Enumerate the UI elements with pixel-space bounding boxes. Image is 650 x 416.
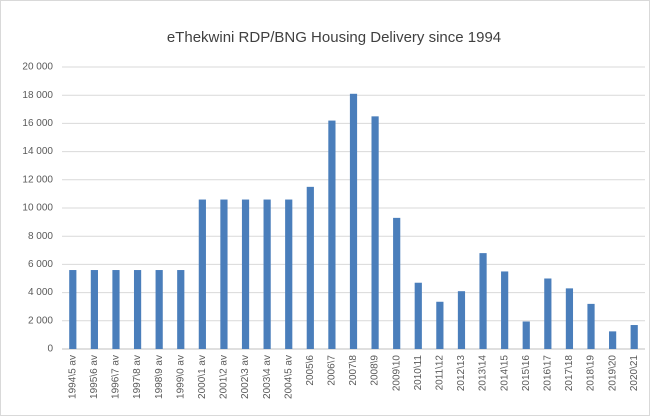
bar xyxy=(220,199,228,349)
x-tick-label: 2011\12 xyxy=(435,355,446,391)
x-tick-label: 1996\7 av xyxy=(111,355,122,399)
bar xyxy=(479,253,487,349)
x-tick-label: 2006\7 xyxy=(327,355,338,386)
y-tick-label: 4 000 xyxy=(28,287,53,298)
y-tick-label: 8 000 xyxy=(28,231,53,242)
bar xyxy=(414,282,422,349)
x-tick-label: 2003\4 av xyxy=(262,355,273,399)
x-tick-label: 1995\6 av xyxy=(89,355,100,399)
y-tick-label: 20 000 xyxy=(22,62,53,73)
x-tick-label: 2007\8 xyxy=(348,355,359,386)
bar xyxy=(501,271,509,349)
x-tick-label: 2019\20 xyxy=(607,355,618,392)
x-tick-label: 2020\21 xyxy=(629,355,640,392)
bar xyxy=(371,116,379,349)
x-tick-label: 2005\6 xyxy=(305,355,316,386)
bar xyxy=(155,270,163,349)
x-tick-label: 2002\3 av xyxy=(240,355,251,399)
bar xyxy=(393,217,401,349)
x-tick-label: 1994\5 av xyxy=(67,355,78,399)
bar xyxy=(90,270,98,349)
x-tick-label: 2016\17 xyxy=(542,355,553,392)
y-tick-label: 0 xyxy=(47,344,53,355)
x-tick-label: 1999\0 av xyxy=(175,355,186,399)
bar xyxy=(544,278,552,349)
bar xyxy=(69,270,77,349)
x-tick-label: 2010\11 xyxy=(413,355,424,391)
x-tick-label: 2015\16 xyxy=(521,355,532,392)
x-tick-label: 2008\9 xyxy=(370,355,381,386)
x-tick-label: 1998\9 av xyxy=(154,355,165,399)
bar xyxy=(522,321,530,349)
x-tick-label: 1997\8 av xyxy=(132,355,143,399)
y-tick-label: 12 000 xyxy=(22,174,53,185)
bar xyxy=(198,199,206,349)
bar xyxy=(587,303,595,349)
bar xyxy=(263,199,271,349)
bar xyxy=(436,301,444,349)
y-tick-label: 16 000 xyxy=(22,118,53,129)
y-tick-label: 2 000 xyxy=(28,315,53,326)
bar xyxy=(112,270,120,349)
y-tick-label: 14 000 xyxy=(22,146,53,157)
bar xyxy=(457,291,466,349)
bar xyxy=(306,186,314,349)
x-tick-label: 2017\18 xyxy=(564,355,575,392)
bar xyxy=(285,199,293,349)
y-tick-label: 10 000 xyxy=(22,203,53,214)
x-tick-label: 2012\13 xyxy=(456,355,467,392)
x-tick-label: 2013\14 xyxy=(478,355,489,392)
bar xyxy=(565,288,574,349)
x-tick-label: 2000\1 av xyxy=(197,355,208,399)
bar xyxy=(177,270,185,349)
bar xyxy=(349,93,358,349)
chart-title: eThekwini RDP/BNG Housing Delivery since… xyxy=(167,29,501,46)
bar xyxy=(328,120,336,349)
x-tick-label: 2018\19 xyxy=(586,355,597,392)
bar xyxy=(241,199,250,349)
bar xyxy=(609,331,617,349)
x-tick-label: 2009\10 xyxy=(391,355,402,392)
y-tick-label: 18 000 xyxy=(22,90,53,101)
bar xyxy=(133,270,142,349)
x-tick-label: 2014\15 xyxy=(499,355,510,392)
bar xyxy=(630,325,638,349)
x-tick-label: 2004\5 av xyxy=(283,355,294,399)
x-tick-label: 2001\2 av xyxy=(219,355,230,399)
y-tick-label: 6 000 xyxy=(28,259,53,270)
